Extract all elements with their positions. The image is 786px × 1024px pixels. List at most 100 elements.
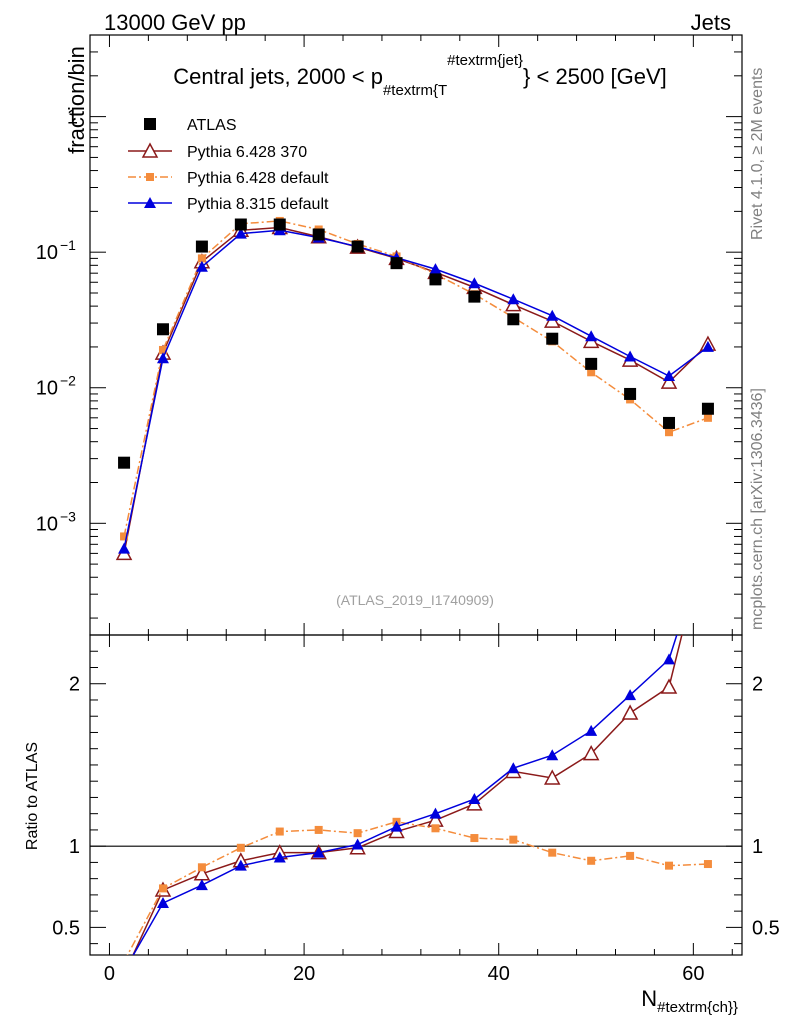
ratio-point bbox=[156, 897, 169, 909]
legend-marker bbox=[144, 197, 156, 208]
ratio-point bbox=[703, 860, 712, 869]
series-point bbox=[587, 368, 596, 377]
y-tick-exponent: −2 bbox=[60, 373, 76, 389]
y-tick-label: 10 bbox=[36, 378, 58, 400]
data-point bbox=[195, 240, 208, 253]
data-point bbox=[585, 357, 598, 370]
main-series-group bbox=[115, 216, 717, 561]
ratio-tick-label-right: 0.5 bbox=[752, 917, 780, 939]
series-point bbox=[195, 260, 208, 272]
mcplots-label: mcplots.cern.ch [arXiv:1306.3436] bbox=[749, 388, 766, 630]
ratio-tick-label: 2 bbox=[69, 674, 80, 696]
data-point bbox=[118, 456, 131, 469]
ratio-point bbox=[665, 861, 674, 870]
ratio-point bbox=[273, 851, 286, 863]
data-point bbox=[546, 332, 559, 345]
analysis-id: (ATLAS_2019_I1740909) bbox=[336, 592, 494, 608]
ratio-y-axis-label: Ratio to ATLAS bbox=[24, 742, 41, 850]
x-tick-label: 20 bbox=[293, 963, 315, 985]
data-point bbox=[312, 228, 325, 241]
x-axis-label: N#textrm{ch}} bbox=[641, 986, 738, 1016]
plot-title: Central jets, 2000 < p#textrm{T#textrm{j… bbox=[173, 52, 667, 99]
ratio-point bbox=[312, 846, 325, 858]
ratio-point bbox=[351, 838, 364, 850]
data-point bbox=[507, 313, 520, 326]
ratio-point bbox=[431, 824, 440, 833]
series-point bbox=[665, 428, 674, 437]
ratio-series-line bbox=[126, 821, 708, 955]
ratio-point bbox=[626, 851, 635, 860]
series-point bbox=[546, 309, 559, 321]
series-line bbox=[123, 229, 709, 549]
ratio-tick-label-right: 2 bbox=[752, 674, 763, 696]
series-point bbox=[468, 277, 481, 289]
y-tick-label: 10 bbox=[36, 513, 58, 535]
series-point bbox=[703, 413, 712, 422]
ratio-point bbox=[470, 834, 479, 843]
ratio-panel-frame bbox=[89, 634, 743, 956]
data-point bbox=[429, 273, 442, 286]
series-point bbox=[585, 330, 598, 342]
legend-marker bbox=[146, 173, 154, 181]
ratio-point bbox=[582, 744, 600, 761]
ratio-series-line bbox=[132, 635, 678, 955]
series-point bbox=[234, 227, 247, 239]
ratio-point bbox=[353, 829, 362, 838]
ratio-point bbox=[275, 827, 284, 836]
series-point bbox=[158, 345, 167, 354]
series-point bbox=[118, 542, 131, 554]
ratio-point bbox=[621, 704, 639, 720]
x-tick-label: 0 bbox=[104, 963, 115, 985]
data-point bbox=[351, 240, 364, 253]
data-point bbox=[468, 290, 481, 303]
data-point bbox=[390, 257, 403, 270]
data-point bbox=[273, 218, 286, 231]
ratio-point bbox=[507, 762, 520, 774]
y-tick-label: 1 bbox=[67, 107, 78, 129]
ratio-point bbox=[234, 859, 247, 871]
series-line bbox=[123, 220, 709, 537]
series-point bbox=[156, 352, 169, 364]
series-point bbox=[120, 532, 129, 541]
x-tick-label: 40 bbox=[488, 963, 510, 985]
y-tick-exponent: −3 bbox=[60, 508, 76, 524]
rivet-version-label: Rivet 4.1.0, ≥ 2M events bbox=[749, 68, 766, 240]
ratio-point bbox=[660, 678, 678, 694]
ratio-point bbox=[390, 820, 403, 832]
ratio-point bbox=[587, 856, 596, 865]
ratio-point bbox=[543, 769, 561, 785]
legend-marker bbox=[141, 142, 159, 158]
x-tick-label: 60 bbox=[682, 963, 704, 985]
ratio-point bbox=[585, 724, 598, 736]
ratio-tick-label: 1 bbox=[69, 836, 80, 858]
legend-label: ATLAS bbox=[187, 117, 237, 134]
series-point bbox=[701, 340, 714, 352]
series-point bbox=[197, 254, 206, 263]
legend-marker bbox=[144, 118, 156, 130]
ratio-point bbox=[197, 863, 206, 872]
legend-label: Pythia 6.428 370 bbox=[187, 144, 307, 161]
y-tick-label: 10 bbox=[36, 242, 58, 264]
ratio-point bbox=[314, 825, 323, 834]
data-point bbox=[701, 402, 714, 415]
ratio-point bbox=[546, 749, 559, 761]
series-point bbox=[624, 350, 637, 362]
ratio-point bbox=[236, 843, 245, 852]
data-point bbox=[663, 416, 676, 429]
series-point bbox=[507, 293, 520, 305]
data-point bbox=[234, 218, 247, 231]
ratio-point bbox=[429, 807, 442, 819]
ratio-point bbox=[548, 848, 557, 857]
y-axis-label: fraction/bin bbox=[64, 46, 89, 154]
ratio-series-line bbox=[132, 635, 683, 955]
series-point bbox=[663, 370, 676, 382]
ratio-point bbox=[158, 884, 167, 893]
legend-label: Pythia 6.428 default bbox=[187, 170, 329, 187]
collision-label: 13000 GeV pp bbox=[104, 10, 246, 35]
series-point bbox=[660, 373, 678, 389]
ratio-point bbox=[663, 653, 676, 665]
ratio-tick-label: 0.5 bbox=[52, 917, 80, 939]
ratio-point bbox=[195, 879, 208, 891]
ratio-point bbox=[624, 689, 637, 701]
data-point bbox=[156, 323, 169, 336]
